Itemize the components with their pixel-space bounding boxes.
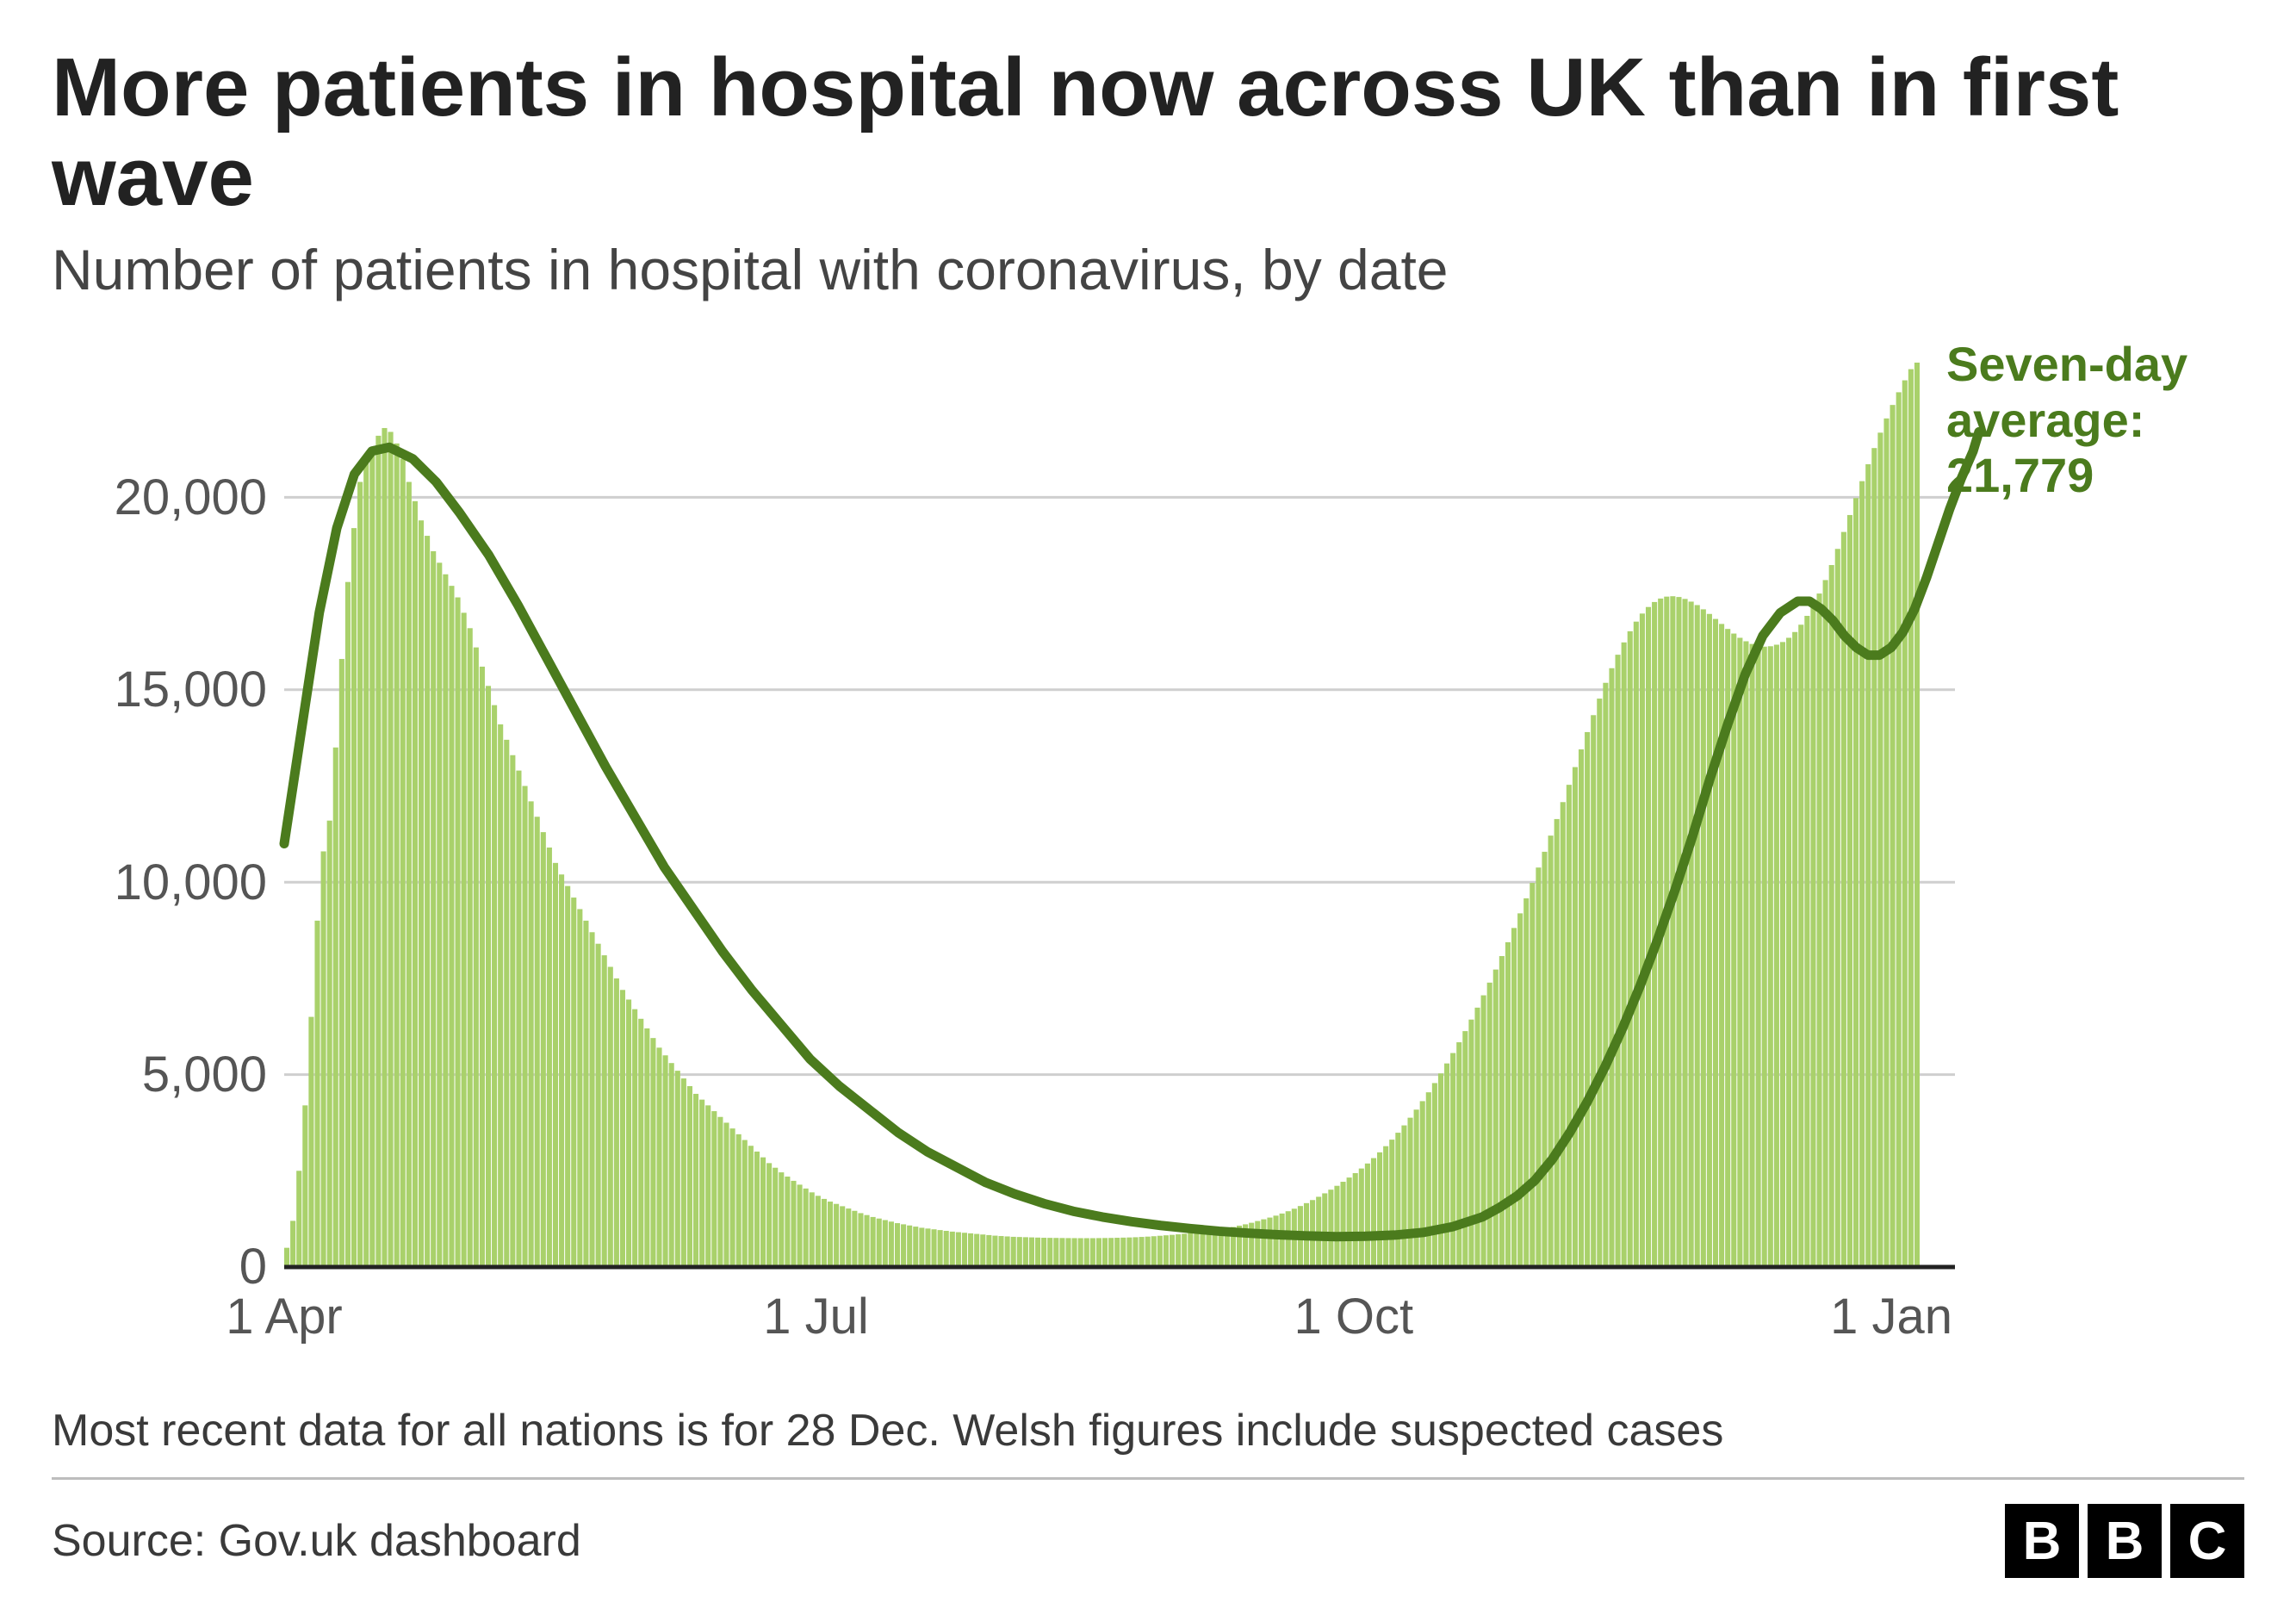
x-axis-tick-label: 1 Oct [1294, 1288, 1413, 1345]
chart-note: Most recent data for all nations is for … [52, 1405, 2244, 1457]
x-axis-tick-label: 1 Jan [1830, 1288, 1952, 1345]
y-axis-tick-label: 10,000 [69, 854, 267, 911]
chart-title: More patients in hospital now across UK … [52, 43, 2244, 221]
x-axis-tick-label: 1 Apr [226, 1288, 342, 1345]
chart-area: 0 5,000 10,000 15,000 20,000 1 Apr 1 Jul 1 Oct… [52, 328, 2239, 1379]
y-axis-tick-label: 15,000 [69, 661, 267, 718]
chart-annotation: Seven-day average: 21,779 [1946, 337, 2187, 503]
annotation-line-2: average: [1946, 393, 2187, 448]
chart-source: Source: Gov.uk dashboard [52, 1515, 581, 1567]
x-axis-tick-label: 1 Jul [763, 1288, 869, 1345]
y-axis-tick-label: 5,000 [69, 1046, 267, 1103]
bbc-logo-letter: B [2005, 1504, 2079, 1578]
bbc-logo-letter: C [2170, 1504, 2244, 1578]
y-axis-tick-label: 20,000 [69, 469, 267, 526]
bbc-logo: B B C [2005, 1504, 2244, 1578]
annotation-line-1: Seven-day [1946, 337, 2187, 392]
y-axis-tick-label: 0 [69, 1238, 267, 1295]
annotation-line-3: 21,779 [1946, 448, 2187, 503]
chart-svg [52, 328, 2239, 1379]
chart-subtitle: Number of patients in hospital with coro… [52, 237, 2244, 302]
bbc-logo-letter: B [2088, 1504, 2162, 1578]
